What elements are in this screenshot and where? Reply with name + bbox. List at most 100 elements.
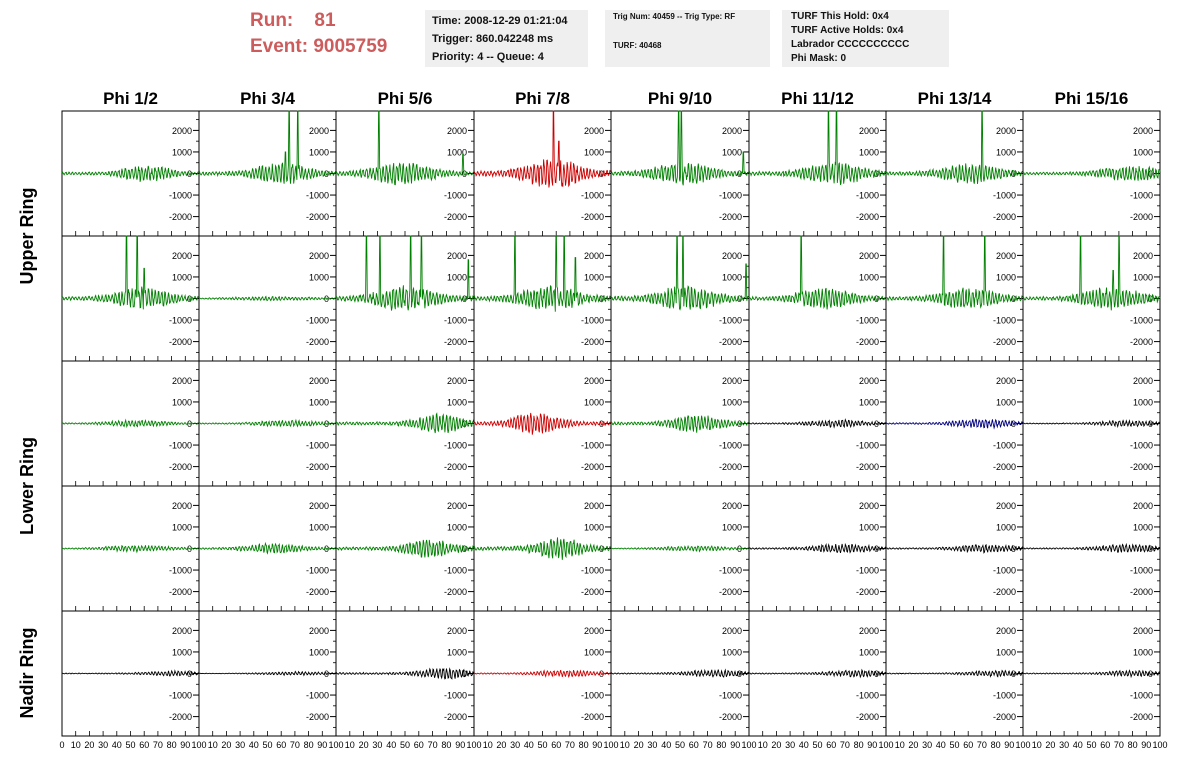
x-tick-label: 20 — [221, 740, 231, 750]
x-tick-label: 30 — [785, 740, 795, 750]
x-tick-label: 30 — [647, 740, 657, 750]
waveform-line — [748, 110, 887, 185]
x-tick-label: 90 — [455, 740, 465, 750]
y-tick-label: -1000 — [581, 191, 604, 201]
column-header: Phi 13/14 — [918, 89, 992, 108]
y-tick-label: 1000 — [859, 397, 879, 407]
y-tick-label: 2000 — [172, 126, 192, 136]
y-tick-label: 2000 — [447, 626, 467, 636]
x-tick-label: 80 — [1128, 740, 1138, 750]
x-tick-label: 20 — [84, 740, 94, 750]
y-tick-label: 2000 — [172, 626, 192, 636]
y-tick-label: -2000 — [1130, 337, 1153, 347]
y-tick-label: -1000 — [306, 191, 329, 201]
y-tick-label: -2000 — [993, 712, 1016, 722]
trig-info-box: Trig Num: 40459 -- Trig Type: RF TURF: 4… — [605, 10, 770, 67]
y-tick-label: -1000 — [719, 191, 742, 201]
y-tick-label: -2000 — [856, 712, 879, 722]
waveform-line — [335, 412, 475, 434]
waveform-line — [474, 110, 612, 188]
y-tick-label: 2000 — [722, 376, 742, 386]
y-tick-label: 2000 — [859, 251, 879, 261]
column-header: Phi 9/10 — [648, 89, 712, 108]
x-tick-label: 40 — [112, 740, 122, 750]
y-tick-label: -1000 — [306, 316, 329, 326]
y-tick-label: -2000 — [306, 712, 329, 722]
x-tick-label: 70 — [153, 740, 163, 750]
x-tick-label: 30 — [235, 740, 245, 750]
run-value: 81 — [314, 10, 336, 31]
column-header: Phi 3/4 — [240, 89, 295, 108]
y-tick-label: -2000 — [993, 462, 1016, 472]
y-tick-label: -2000 — [306, 587, 329, 597]
y-tick-label: 1000 — [447, 147, 467, 157]
y-tick-label: 1000 — [996, 397, 1016, 407]
x-tick-label: 90 — [1004, 740, 1014, 750]
y-tick-label: 2000 — [859, 376, 879, 386]
x-tick-label: 80 — [991, 740, 1001, 750]
y-tick-label: 2000 — [309, 126, 329, 136]
y-tick-label: 1000 — [172, 647, 192, 657]
y-tick-label: -1000 — [1130, 441, 1153, 451]
waveform-line — [748, 418, 887, 429]
y-tick-label: -1000 — [719, 441, 742, 451]
waveform-line — [1022, 542, 1161, 553]
y-tick-label: 2000 — [1133, 126, 1153, 136]
waveform-line — [335, 667, 475, 680]
y-tick-label: -1000 — [856, 441, 879, 451]
y-tick-label: 2000 — [447, 376, 467, 386]
y-tick-label: 1000 — [447, 397, 467, 407]
waveform-line — [61, 418, 200, 429]
waveform-line — [473, 537, 612, 560]
x-tick-label: 90 — [592, 740, 602, 750]
x-tick-label: 50 — [125, 740, 135, 750]
y-tick-label: -2000 — [169, 337, 192, 347]
x-tick-label: 80 — [441, 740, 451, 750]
y-tick-label: -2000 — [169, 462, 192, 472]
y-tick-label: -2000 — [444, 212, 467, 222]
x-tick-label: 40 — [249, 740, 259, 750]
y-tick-label: 2000 — [447, 126, 467, 136]
event-value: 9005759 — [313, 36, 388, 57]
y-tick-label: 2000 — [172, 501, 192, 511]
y-tick-label: -1000 — [444, 566, 467, 576]
y-tick-label: 1000 — [1133, 522, 1153, 532]
x-tick-label: 50 — [262, 740, 272, 750]
x-tick-label: 20 — [496, 740, 506, 750]
x-tick-label: 80 — [304, 740, 314, 750]
y-tick-label: 1000 — [996, 272, 1016, 282]
y-tick-label: -2000 — [581, 712, 604, 722]
x-tick-label: 40 — [936, 740, 946, 750]
x-tick-label: 80 — [167, 740, 177, 750]
x-tick-label: 40 — [524, 740, 534, 750]
x-tick-label: 20 — [908, 740, 918, 750]
y-tick-label: 1000 — [309, 272, 329, 282]
waveform-line — [61, 669, 200, 677]
y-tick-label: -2000 — [169, 712, 192, 722]
y-tick-label: -2000 — [581, 587, 604, 597]
x-tick-label: 100 — [1015, 740, 1030, 750]
y-tick-label: -2000 — [993, 587, 1016, 597]
y-tick-label: -1000 — [581, 691, 604, 701]
y-tick-label: 2000 — [859, 501, 879, 511]
y-tick-label: 2000 — [447, 251, 467, 261]
y-tick-label: 2000 — [172, 251, 192, 261]
x-tick-label: 70 — [290, 740, 300, 750]
y-tick-label: 1000 — [1133, 647, 1153, 657]
y-tick-label: 1000 — [859, 147, 879, 157]
y-tick-label: -2000 — [444, 587, 467, 597]
y-tick-label: -1000 — [306, 691, 329, 701]
y-tick-label: 2000 — [722, 251, 742, 261]
y-tick-label: -1000 — [993, 316, 1016, 326]
y-tick-label: 1000 — [447, 647, 467, 657]
waveform-line — [885, 235, 1024, 309]
x-tick-label: 30 — [372, 740, 382, 750]
y-tick-label: -2000 — [856, 462, 879, 472]
y-tick-label: 1000 — [584, 647, 604, 657]
waveform-line — [610, 414, 750, 433]
y-tick-label: 1000 — [996, 647, 1016, 657]
y-tick-label: -2000 — [1130, 587, 1153, 597]
x-tick-label: 30 — [922, 740, 932, 750]
y-tick-label: -2000 — [856, 337, 879, 347]
